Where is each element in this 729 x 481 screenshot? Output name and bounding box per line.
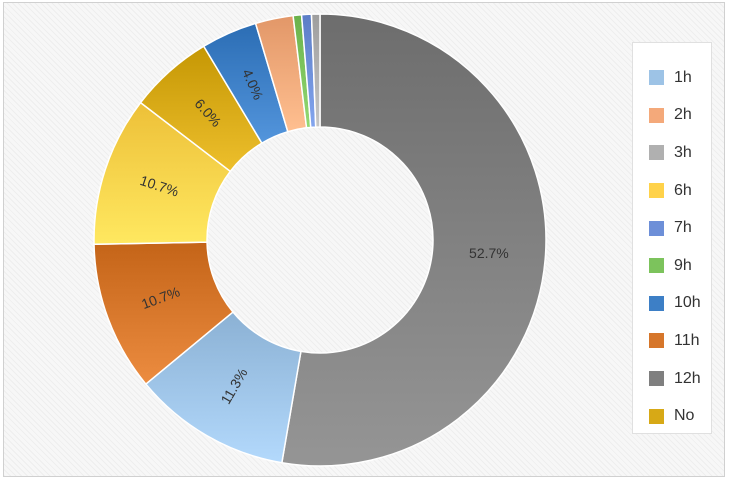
data-label-12h: 52.7% [469,245,509,261]
legend-label: 11h [674,331,700,349]
legend-item-2h: 2h [633,97,711,135]
legend-item-No: No [633,397,711,435]
slice-3h [310,13,321,128]
legend-item-12h: 12h [633,360,711,398]
legend-swatch [649,333,664,349]
legend-label: 2h [674,106,692,124]
legend-label: 1h [674,68,692,86]
legend-swatch [649,258,664,274]
legend-swatch [649,220,664,236]
legend-label: 10h [674,294,701,312]
legend-item-9h: 9h [633,247,711,285]
chart-legend: 1h 2h 3h 6h 7h 9h 10h 11h 12h No [632,42,712,434]
legend-label: 7h [674,219,692,237]
legend-swatch [649,295,664,311]
legend-label: 12h [674,369,701,387]
legend-item-3h: 3h [633,134,711,172]
legend-swatch [649,183,664,199]
slice-12h [280,13,547,467]
legend-item-7h: 7h [633,209,711,247]
legend-label: 6h [674,181,692,199]
legend-swatch [649,70,664,86]
legend-label: 9h [674,256,692,274]
legend-item-6h: 6h [633,172,711,210]
legend-item-10h: 10h [633,285,711,323]
legend-item-11h: 11h [633,322,711,360]
legend-label: No [674,407,695,425]
legend-item-1h: 1h [633,59,711,97]
legend-swatch [649,371,664,387]
legend-swatch [649,145,664,161]
legend-label: 3h [674,143,692,161]
legend-swatch [649,408,664,424]
legend-swatch [649,107,664,123]
